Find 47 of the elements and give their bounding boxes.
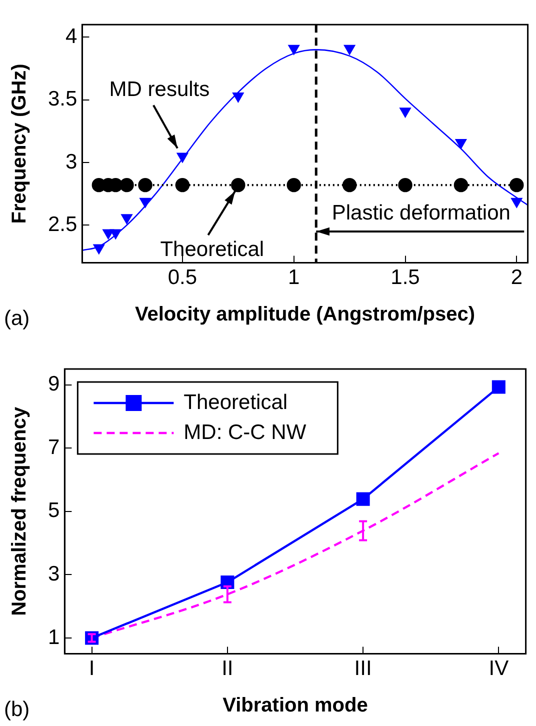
y-tick-label: 3 xyxy=(66,150,78,174)
point xyxy=(344,44,356,55)
x-tick-label: 2 xyxy=(510,266,523,290)
x-axis-title: Velocity amplitude (Angstrom/psec) xyxy=(134,304,476,326)
x-tick-label: I xyxy=(88,657,95,680)
x-tick-label: II xyxy=(222,657,234,680)
point xyxy=(286,178,301,192)
y-tick-label: 3.5 xyxy=(48,88,78,111)
point xyxy=(231,178,246,192)
y-tick-label: 5 xyxy=(48,499,60,522)
x-tick-label: 0.5 xyxy=(168,266,198,290)
annotation: MD results xyxy=(109,78,210,102)
y-tick-label: 1 xyxy=(48,626,60,649)
point xyxy=(400,108,411,118)
y-tick-label: 9 xyxy=(48,372,60,396)
y-tick-label: 4 xyxy=(66,24,78,48)
point xyxy=(454,178,468,192)
point xyxy=(510,198,522,208)
point xyxy=(492,380,506,394)
point xyxy=(398,178,412,192)
x-tick-label: 1.5 xyxy=(390,266,420,290)
annotation: Theoretical xyxy=(160,238,264,261)
text: (b) xyxy=(4,698,30,721)
x-tick-label: 1 xyxy=(288,266,300,290)
point xyxy=(455,138,467,149)
y-tick-label: 3 xyxy=(48,562,60,586)
point xyxy=(176,152,188,163)
y-tick-label: 2.5 xyxy=(48,212,78,236)
y-axis-title: Frequency (GHz) xyxy=(8,64,31,224)
point xyxy=(232,92,244,103)
y-axis-title: Normalized frequency xyxy=(8,406,31,616)
x-axis-title: Vibration mode xyxy=(222,694,368,717)
point xyxy=(140,198,151,208)
point xyxy=(175,178,190,192)
legend-label: MD: C-C NW xyxy=(184,420,306,444)
x-tick-label: III xyxy=(354,657,372,680)
x-tick-label: IV xyxy=(488,657,509,680)
text: (a) xyxy=(4,306,30,330)
point xyxy=(342,178,357,192)
legend-label: Theoretical xyxy=(184,390,288,414)
point xyxy=(356,492,370,506)
y-tick-label: 7 xyxy=(48,436,60,459)
point xyxy=(288,44,300,55)
point xyxy=(120,178,134,192)
point xyxy=(510,178,524,192)
annotation: Plastic deformation xyxy=(332,201,510,224)
point xyxy=(138,178,152,192)
